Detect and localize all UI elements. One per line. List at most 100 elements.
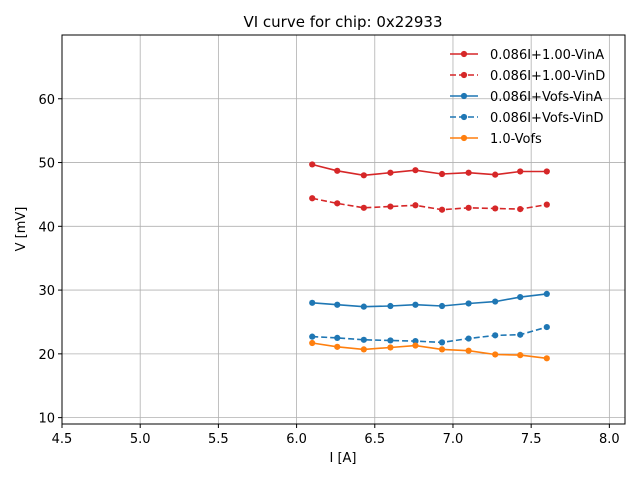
data-point <box>465 169 472 176</box>
legend-marker <box>460 134 468 142</box>
data-point <box>412 301 419 308</box>
legend-label: 0.086I+Vofs-VinD <box>490 111 604 126</box>
data-point <box>517 352 524 359</box>
x-tick-label: 6.5 <box>364 432 385 447</box>
x-tick-label: 4.5 <box>52 432 73 447</box>
data-point <box>492 205 499 212</box>
legend-entry: 0.086I+Vofs-VinD <box>450 111 604 126</box>
data-point <box>309 195 316 202</box>
data-point <box>543 168 550 175</box>
data-point <box>517 331 524 338</box>
data-point <box>334 343 341 350</box>
legend-entry: 0.086I+1.00-VinA <box>450 48 604 63</box>
series-line <box>312 326 548 344</box>
data-point <box>465 204 472 211</box>
data-point <box>465 335 472 342</box>
data-point <box>387 302 394 310</box>
x-tick-label: 6.0 <box>286 432 307 447</box>
data-point <box>438 170 446 178</box>
legend-label: 0.086I+1.00-VinA <box>490 48 604 63</box>
legend-entry: 0.086I+Vofs-VinA <box>450 90 603 105</box>
data-point <box>543 290 550 298</box>
data-point <box>438 302 446 310</box>
data-point <box>492 171 499 178</box>
series-2 <box>309 195 550 213</box>
series-line <box>312 163 547 177</box>
data-point <box>387 169 394 176</box>
legend-entry: 1.0-Vofs <box>450 132 542 147</box>
data-point <box>360 336 367 343</box>
legend-marker <box>460 71 468 79</box>
data-point <box>334 200 341 207</box>
series-line <box>312 293 547 308</box>
grid <box>61 35 625 424</box>
x-axis-label: I [A] <box>329 451 356 466</box>
data-point <box>360 346 367 353</box>
x-tick-label: 8.0 <box>599 432 620 447</box>
legend-marker <box>460 50 468 58</box>
data-point <box>517 293 524 301</box>
data-point <box>412 202 419 209</box>
data-point <box>492 298 499 305</box>
data-point <box>438 339 446 346</box>
plot-frame <box>61 34 626 425</box>
data-point <box>334 334 341 342</box>
data-point <box>387 203 394 210</box>
data-point <box>412 342 419 349</box>
y-axis-ticks: 10 20 30 40 50 60 <box>38 93 62 427</box>
legend-marker <box>460 92 468 100</box>
data-point <box>517 205 524 213</box>
data-point <box>309 299 316 306</box>
data-point <box>309 161 316 168</box>
y-tick-label: 20 <box>38 348 55 363</box>
x-tick-label: 5.5 <box>208 432 229 447</box>
legend-label: 0.086I+1.00-VinD <box>490 69 605 84</box>
data-point <box>492 332 499 339</box>
data-point <box>543 201 550 208</box>
series-1 <box>309 161 550 179</box>
y-axis-label: V [mV] <box>14 207 29 252</box>
series-line <box>312 342 547 360</box>
data-point <box>387 344 394 351</box>
legend: 0.086I+1.00-VinA 0.086I+1.00-VinD 0.086I+V… <box>450 48 605 147</box>
x-tick-label: 7.0 <box>443 432 464 447</box>
data-point <box>309 339 316 347</box>
x-axis-ticks: 4.5 5.0 5.5 6.0 6.5 7.0 7.5 8.0 <box>52 424 620 447</box>
data-point <box>543 355 550 362</box>
data-point <box>334 167 341 174</box>
series-layer <box>309 161 550 362</box>
y-tick-label: 30 <box>38 284 55 299</box>
legend-entry: 0.086I+1.00-VinD <box>450 69 605 84</box>
data-point <box>387 337 394 344</box>
data-point <box>412 337 419 345</box>
series-3 <box>309 290 550 310</box>
data-point <box>492 351 499 358</box>
data-point <box>334 301 341 308</box>
data-point <box>465 300 472 307</box>
data-point <box>543 323 550 331</box>
data-point <box>360 303 367 310</box>
series-5 <box>309 339 550 362</box>
y-tick-label: 10 <box>38 412 55 427</box>
data-point <box>465 347 472 354</box>
legend-marker <box>460 113 468 121</box>
data-point <box>360 204 367 211</box>
chart-title: VI curve for chip: 0x22933 <box>243 13 442 31</box>
data-point <box>412 167 419 174</box>
legend-label: 0.086I+Vofs-VinA <box>490 90 603 105</box>
series-line <box>312 197 547 211</box>
data-point <box>438 346 446 353</box>
data-point <box>360 172 367 179</box>
y-tick-label: 40 <box>38 220 55 235</box>
y-tick-label: 50 <box>38 157 55 172</box>
legend-label: 1.0-Vofs <box>490 132 542 147</box>
y-tick-label: 60 <box>38 93 55 108</box>
data-point <box>438 206 446 213</box>
series-4 <box>309 323 550 346</box>
x-tick-label: 7.5 <box>521 432 542 447</box>
data-point <box>309 333 316 340</box>
data-point <box>517 168 524 175</box>
x-tick-label: 5.0 <box>130 432 151 447</box>
